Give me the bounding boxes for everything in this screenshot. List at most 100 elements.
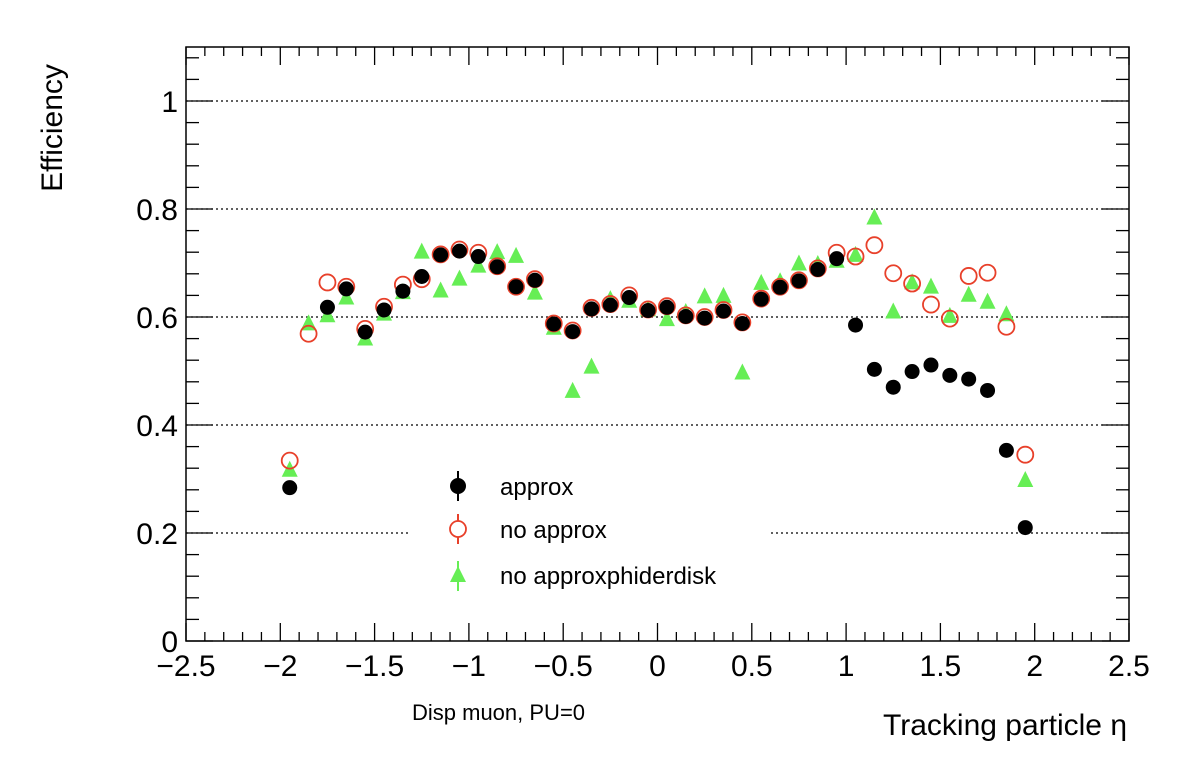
point-approx xyxy=(282,480,298,496)
point-approx xyxy=(904,364,920,380)
point-approx xyxy=(451,243,467,259)
point-no-approxphiderdisk xyxy=(998,305,1015,322)
point-no-approxphiderdisk xyxy=(753,273,770,290)
legend-label-approx: approx xyxy=(500,474,573,501)
point-no-approxphiderdisk xyxy=(960,285,977,302)
x-tick-label: 2.5 xyxy=(1108,650,1150,683)
point-no-approx xyxy=(978,263,997,282)
point-approx xyxy=(678,308,694,324)
point-no-approx xyxy=(507,277,525,296)
point-no-approxphiderdisk xyxy=(885,302,902,319)
legend-background xyxy=(410,458,770,608)
point-no-approx xyxy=(922,295,940,314)
y-tick-label: 0.4 xyxy=(136,410,178,443)
y-tick-label: 0.6 xyxy=(136,302,178,335)
point-approx xyxy=(961,371,977,387)
point-approx xyxy=(998,442,1014,458)
legend-marker-no-approxphiderdisk xyxy=(450,561,466,591)
legend-label-no-approxphiderdisk: no approxphiderdisk xyxy=(500,563,717,590)
point-approx xyxy=(866,361,882,377)
point-no-approxphiderdisk xyxy=(526,283,543,300)
point-no-approxphiderdisk xyxy=(470,256,487,273)
axis-ticks xyxy=(185,47,1130,642)
legend-marker-no-approx xyxy=(449,514,467,544)
legend-label-no-approx: no approx xyxy=(500,517,607,544)
point-no-approxphiderdisk xyxy=(1017,471,1034,487)
point-no-approx xyxy=(940,309,959,328)
legend-marker-approx xyxy=(450,471,466,501)
x-tick-label: −2 xyxy=(263,650,297,683)
point-approx xyxy=(357,324,373,340)
point-approx xyxy=(810,261,826,277)
x-tick-labels: −2.5 −2 −1.5 −1 −0.5 0 0.5 1 1.5 2 2.5 xyxy=(156,650,1149,683)
point-no-approx xyxy=(318,273,337,292)
point-no-approx xyxy=(846,247,865,266)
point-no-approx xyxy=(865,236,884,255)
legend: approx no approx no approxphiderdisk xyxy=(449,471,717,591)
point-no-approxphiderdisk xyxy=(941,306,958,323)
point-approx xyxy=(470,249,486,265)
x-tick-label: 2 xyxy=(1026,650,1043,683)
y-axis-title: Efficiency xyxy=(36,64,69,192)
point-no-approx xyxy=(280,451,299,470)
point-no-approxphiderdisk xyxy=(338,288,355,305)
point-no-approxphiderdisk xyxy=(432,281,449,298)
point-no-approxphiderdisk xyxy=(866,208,883,225)
x-axis-title: Tracking particle η xyxy=(883,709,1127,742)
point-no-approxphiderdisk xyxy=(922,277,939,294)
point-approx xyxy=(885,379,901,395)
point-no-approxphiderdisk xyxy=(583,357,600,374)
y-tick-label: 0.2 xyxy=(136,518,178,551)
point-no-approxphiderdisk xyxy=(696,287,713,304)
point-no-approx xyxy=(884,264,903,283)
data-points xyxy=(280,208,1035,536)
point-no-approxphiderdisk xyxy=(734,363,751,380)
point-approx xyxy=(527,272,543,288)
point-no-approxphiderdisk xyxy=(790,254,807,271)
point-no-approxphiderdisk xyxy=(564,381,581,398)
x-tick-label: −1.5 xyxy=(345,650,404,683)
y-tick-label: 0 xyxy=(161,626,178,659)
point-approx xyxy=(602,297,618,313)
point-no-approx xyxy=(1016,445,1035,464)
x-tick-label: 1.5 xyxy=(920,650,962,683)
point-approx xyxy=(697,310,713,326)
x-tick-label: −2.5 xyxy=(156,650,215,683)
point-approx xyxy=(319,299,335,315)
point-approx xyxy=(716,303,732,319)
point-approx xyxy=(565,324,581,340)
point-no-approx xyxy=(299,324,318,343)
point-approx xyxy=(791,273,807,289)
point-approx xyxy=(621,290,637,306)
x-tick-label: 1 xyxy=(838,650,855,683)
point-approx xyxy=(376,302,392,318)
point-approx xyxy=(395,283,411,299)
x-tick-label: −0.5 xyxy=(534,650,593,683)
point-no-approxphiderdisk xyxy=(847,245,864,262)
point-no-approxphiderdisk xyxy=(979,292,996,309)
point-approx xyxy=(1017,520,1033,536)
point-approx xyxy=(980,382,996,398)
point-approx xyxy=(508,279,524,295)
point-no-approx xyxy=(903,274,922,293)
point-approx xyxy=(640,303,656,319)
point-no-approx xyxy=(997,317,1016,336)
point-approx xyxy=(583,301,599,317)
y-tick-label: 1 xyxy=(161,86,178,119)
dataset-annotation: Disp muon, PU=0 xyxy=(412,700,585,725)
y-tick-labels: 0 0.2 0.4 0.6 0.8 1 xyxy=(136,86,178,659)
point-approx xyxy=(489,259,505,275)
point-no-approxphiderdisk xyxy=(489,243,506,260)
point-no-approxphiderdisk xyxy=(904,273,921,290)
point-approx xyxy=(923,357,939,373)
point-no-approxphiderdisk xyxy=(715,286,732,303)
point-no-approxphiderdisk xyxy=(451,269,468,286)
point-approx xyxy=(338,281,354,297)
point-no-approxphiderdisk xyxy=(508,246,525,263)
x-tick-label: 0.5 xyxy=(731,650,773,683)
point-approx xyxy=(848,317,864,333)
point-no-approxphiderdisk xyxy=(658,310,675,327)
point-no-approxphiderdisk xyxy=(413,242,430,259)
point-no-approx xyxy=(959,267,978,285)
